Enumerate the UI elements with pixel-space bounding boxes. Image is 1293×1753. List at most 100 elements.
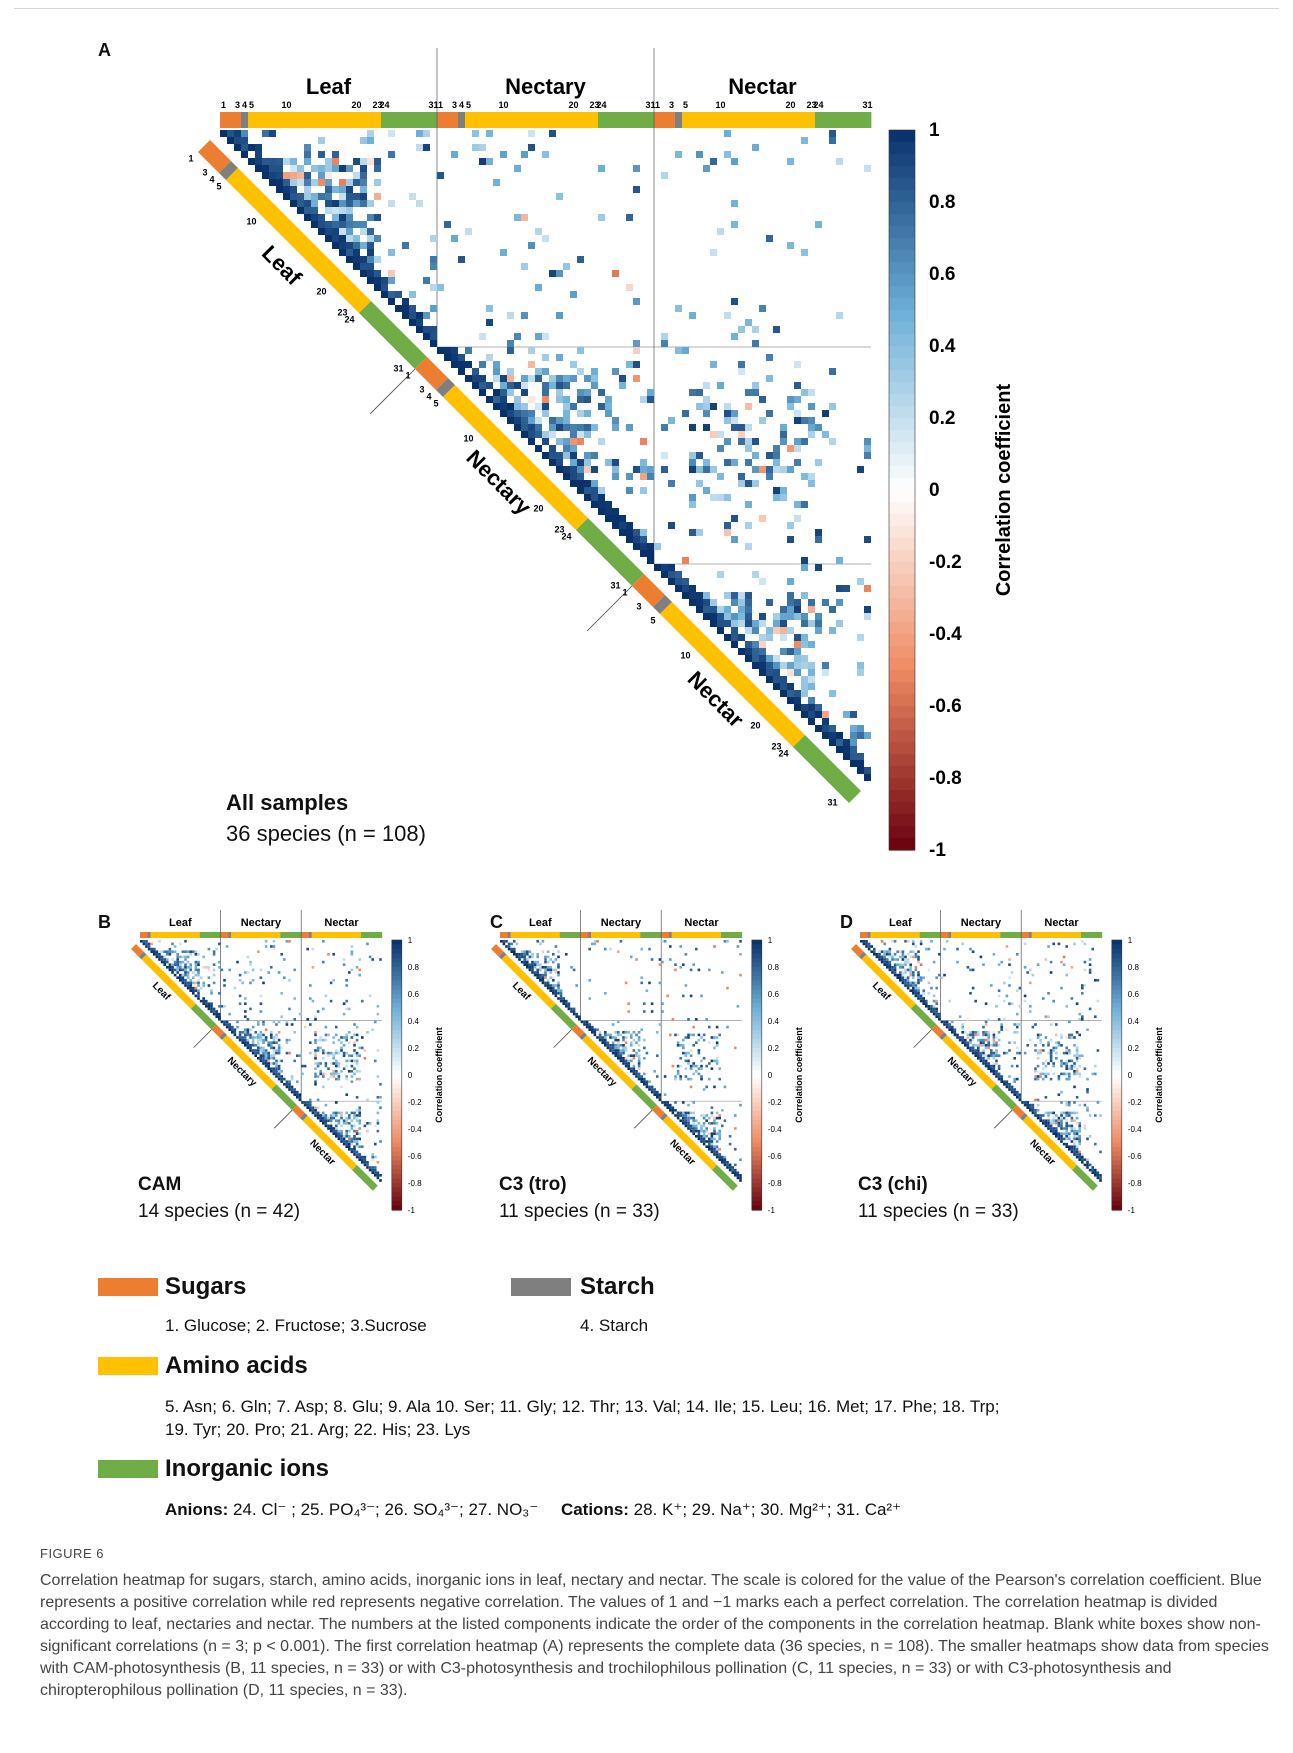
colorbar-segment — [1111, 1115, 1122, 1121]
correlation-cell — [1070, 1148, 1074, 1151]
correlation-cell — [270, 1067, 273, 1070]
correlation-cell — [614, 1044, 617, 1047]
top-category-cell — [339, 112, 347, 128]
correlation-cell — [633, 361, 640, 368]
correlation-cell — [958, 1036, 962, 1039]
top-category-cell — [899, 932, 902, 938]
correlation-cell — [348, 1129, 351, 1133]
correlation-cell — [697, 1129, 701, 1133]
top-category-cell — [233, 932, 237, 938]
correlation-cell — [276, 158, 283, 165]
correlation-cell — [684, 1051, 688, 1055]
top-category-cell — [306, 932, 310, 938]
colorbar-tick-label: 0.2 — [768, 1044, 780, 1053]
correlation-cell — [332, 221, 339, 228]
correlation-cell — [1070, 1064, 1074, 1068]
correlation-cell — [184, 973, 187, 977]
correlation-cell — [745, 459, 752, 466]
diagonal-cell — [1065, 1145, 1068, 1148]
top-category-cell — [376, 932, 380, 938]
diagonal-cell — [298, 1098, 302, 1102]
correlation-cell — [290, 165, 297, 172]
correlation-cell — [179, 955, 182, 959]
correlation-cell — [1029, 1010, 1032, 1013]
top-category-cell — [715, 932, 719, 938]
top-category-cell — [604, 932, 607, 938]
correlation-cell — [212, 963, 216, 966]
correlation-cell — [1075, 1122, 1079, 1125]
correlation-cell — [285, 1051, 289, 1055]
correlation-cell — [1052, 1072, 1055, 1076]
correlation-cell — [696, 529, 703, 536]
correlation-cell — [880, 950, 884, 953]
colorbar-segment — [889, 718, 915, 731]
top-category-cell — [158, 932, 162, 938]
correlation-cell — [637, 1075, 641, 1078]
correlation-cell — [700, 1059, 703, 1063]
top-category-cell — [1073, 932, 1077, 938]
correlation-cell — [904, 940, 907, 943]
correlation-cell — [322, 1038, 325, 1042]
correlation-cell — [340, 1132, 343, 1135]
correlation-cell — [335, 1062, 338, 1065]
correlation-cell — [379, 1106, 382, 1109]
top-category-cell — [528, 932, 532, 938]
top-category-cell — [283, 112, 291, 128]
correlation-cell — [604, 1033, 607, 1037]
correlation-cell — [280, 1075, 283, 1078]
heatmap-c3-chi: Leaf Nectary NectarLeafNectaryNectar10.80.… — [851, 910, 1164, 1215]
correlation-cell — [1034, 1098, 1037, 1102]
correlation-cell — [971, 1046, 975, 1050]
correlation-cell — [1075, 1067, 1079, 1070]
correlation-cell — [270, 945, 273, 948]
diagonal-category-band — [219, 161, 238, 180]
correlation-cell — [687, 1059, 690, 1063]
diagonal-category-band — [942, 1035, 997, 1090]
correlation-cell — [1070, 1127, 1074, 1130]
diagonal-cell — [896, 976, 899, 979]
colorbar-tick-label: 0.8 — [768, 963, 780, 972]
diagonal-cell — [158, 958, 161, 961]
diagonal-category-band — [198, 140, 231, 173]
correlation-cell — [563, 263, 570, 270]
correlation-cell — [374, 158, 381, 165]
correlation-cell — [637, 1059, 641, 1063]
correlation-cell — [329, 1051, 333, 1055]
correlation-cell — [262, 981, 265, 985]
correlation-cell — [815, 704, 822, 711]
diagonal-cell — [1055, 1135, 1058, 1138]
diagonal-cell — [367, 277, 374, 284]
diagonal-cell — [787, 697, 794, 704]
correlation-cell — [147, 942, 151, 946]
diagonal-cell — [285, 1085, 289, 1089]
colorbar-segment — [751, 1030, 762, 1036]
correlation-cell — [1016, 1093, 1019, 1096]
correlation-cell — [914, 968, 918, 972]
correlation-cell — [272, 1041, 276, 1044]
correlation-cell — [739, 1103, 742, 1107]
correlation-cell — [888, 953, 892, 956]
correlation-cell — [612, 424, 619, 431]
correlation-cell — [367, 214, 374, 221]
top-category-cell — [1010, 932, 1014, 938]
correlation-cell — [360, 228, 367, 235]
correlation-cell — [979, 1041, 983, 1044]
colorbar-segment — [889, 646, 915, 659]
tissue-label-top: Leaf — [529, 917, 552, 929]
diagonal-cell — [695, 1135, 698, 1138]
correlation-cell — [1044, 1059, 1048, 1063]
correlation-cell — [971, 1038, 975, 1042]
correlation-cell — [335, 1072, 338, 1076]
correlation-cell — [1068, 1145, 1071, 1148]
correlation-cell — [493, 389, 500, 396]
correlation-cell — [194, 953, 198, 956]
correlation-cell — [850, 746, 857, 753]
correlation-cell — [584, 452, 591, 459]
correlation-cell — [277, 1049, 281, 1052]
correlation-cell — [1008, 1041, 1011, 1044]
correlation-cell — [1055, 1129, 1058, 1133]
correlation-cell — [766, 662, 773, 669]
correlation-cell — [766, 669, 773, 676]
correlation-cell — [1042, 1044, 1045, 1047]
correlation-cell — [917, 955, 920, 959]
